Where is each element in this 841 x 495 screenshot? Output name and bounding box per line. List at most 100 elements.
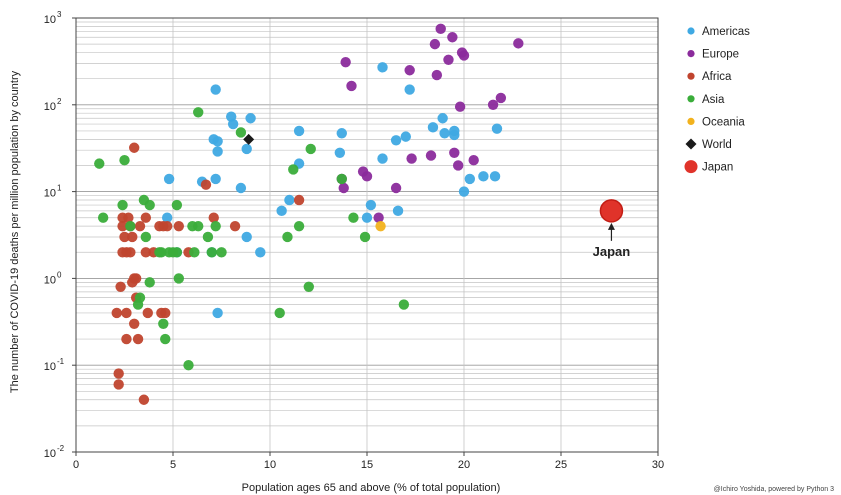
credit-text: @Ichiro Yoshida, powered by Python 3 bbox=[714, 486, 834, 493]
point-asia bbox=[134, 292, 146, 303]
point-americas bbox=[361, 212, 373, 223]
point-asia bbox=[173, 273, 185, 284]
x-tick-label: 30 bbox=[652, 459, 664, 471]
point-americas bbox=[491, 123, 503, 134]
point-europe bbox=[447, 32, 458, 43]
point-africa bbox=[142, 307, 153, 319]
point-asia bbox=[160, 333, 171, 345]
points-layer bbox=[94, 23, 624, 405]
point-europe bbox=[406, 153, 417, 164]
point-africa bbox=[293, 194, 305, 206]
y-tick-base: 10 bbox=[44, 101, 56, 113]
point-americas bbox=[210, 84, 221, 95]
point-europe bbox=[429, 38, 441, 50]
point-asia bbox=[125, 220, 136, 232]
point-europe bbox=[495, 92, 507, 104]
point-americas bbox=[427, 122, 439, 133]
point-africa bbox=[140, 247, 152, 258]
point-europe bbox=[425, 150, 437, 161]
point-africa bbox=[134, 220, 146, 232]
legend-item-americas: Americas bbox=[687, 26, 750, 38]
point-asia bbox=[119, 155, 130, 166]
point-asia bbox=[156, 247, 167, 258]
legend-label: Africa bbox=[702, 71, 732, 83]
point-asia bbox=[206, 247, 217, 258]
point-africa bbox=[125, 247, 136, 258]
y-tick-label: 10 2 bbox=[44, 97, 62, 113]
point-asia bbox=[97, 212, 109, 223]
point-europe bbox=[340, 56, 351, 68]
point-world bbox=[243, 133, 255, 145]
point-asia bbox=[202, 231, 214, 243]
point-asia bbox=[235, 127, 247, 138]
legend-item-africa: Africa bbox=[687, 71, 732, 83]
legend-label: World bbox=[702, 139, 732, 151]
point-americas bbox=[210, 173, 221, 185]
point-asia bbox=[348, 212, 359, 223]
point-europe bbox=[404, 65, 415, 76]
legend-marker bbox=[687, 95, 695, 103]
point-europe bbox=[468, 155, 479, 166]
point-americas bbox=[336, 128, 347, 139]
point-japan bbox=[599, 199, 624, 223]
point-americas bbox=[284, 194, 295, 206]
legend-marker bbox=[684, 160, 698, 174]
y-tick-label: 10 -1 bbox=[44, 357, 65, 373]
point-africa bbox=[123, 212, 134, 223]
y-tick-exponent: 1 bbox=[57, 184, 62, 193]
point-asia bbox=[336, 173, 347, 185]
x-tick-label: 0 bbox=[73, 459, 79, 471]
annotation-arrow-head bbox=[607, 222, 615, 230]
point-europe bbox=[443, 54, 454, 65]
point-americas bbox=[212, 146, 223, 157]
point-africa bbox=[115, 281, 126, 293]
point-oceania bbox=[375, 220, 386, 232]
x-tick-label: 5 bbox=[170, 459, 176, 471]
y-tick-exponent: 3 bbox=[57, 10, 62, 19]
point-europe bbox=[449, 147, 460, 158]
x-tick-label: 10 bbox=[264, 459, 276, 471]
point-europe bbox=[338, 182, 349, 194]
point-americas bbox=[293, 125, 305, 137]
point-europe bbox=[346, 80, 357, 92]
point-asia bbox=[183, 360, 194, 371]
point-americas bbox=[161, 212, 173, 223]
y-tick-label: 10 3 bbox=[44, 10, 62, 26]
point-europe bbox=[390, 182, 402, 194]
point-africa bbox=[129, 142, 140, 153]
point-asia bbox=[144, 277, 155, 288]
point-americas bbox=[392, 205, 404, 217]
point-africa bbox=[161, 220, 173, 232]
point-africa bbox=[119, 231, 130, 243]
point-asia bbox=[158, 318, 169, 329]
point-africa bbox=[200, 179, 212, 190]
y-tick-label: 10 0 bbox=[44, 270, 62, 286]
point-americas bbox=[163, 173, 175, 185]
legend-label: Japan bbox=[702, 162, 733, 174]
y-tick-base: 10 bbox=[44, 274, 56, 286]
point-asia bbox=[94, 158, 105, 169]
legend-marker bbox=[687, 117, 695, 125]
point-asia bbox=[189, 247, 200, 258]
point-asia bbox=[305, 143, 316, 155]
point-africa bbox=[127, 231, 138, 243]
annotation-layer: Japan bbox=[593, 222, 631, 259]
point-americas bbox=[464, 173, 476, 185]
point-asia bbox=[171, 247, 183, 258]
y-tick-exponent: -2 bbox=[57, 444, 65, 453]
annotation-label: Japan bbox=[593, 244, 631, 259]
point-europe bbox=[513, 38, 524, 49]
point-africa bbox=[117, 220, 128, 232]
point-americas bbox=[377, 153, 388, 164]
point-asia bbox=[288, 164, 299, 175]
point-europe bbox=[431, 69, 443, 81]
x-tick-label: 20 bbox=[458, 459, 470, 471]
point-africa bbox=[113, 379, 124, 390]
legend-item-japan: Japan bbox=[684, 160, 733, 174]
point-americas bbox=[365, 199, 377, 211]
point-europe bbox=[458, 50, 470, 61]
point-americas bbox=[489, 171, 501, 182]
legend-label: Asia bbox=[702, 94, 725, 106]
point-asia bbox=[398, 299, 410, 310]
